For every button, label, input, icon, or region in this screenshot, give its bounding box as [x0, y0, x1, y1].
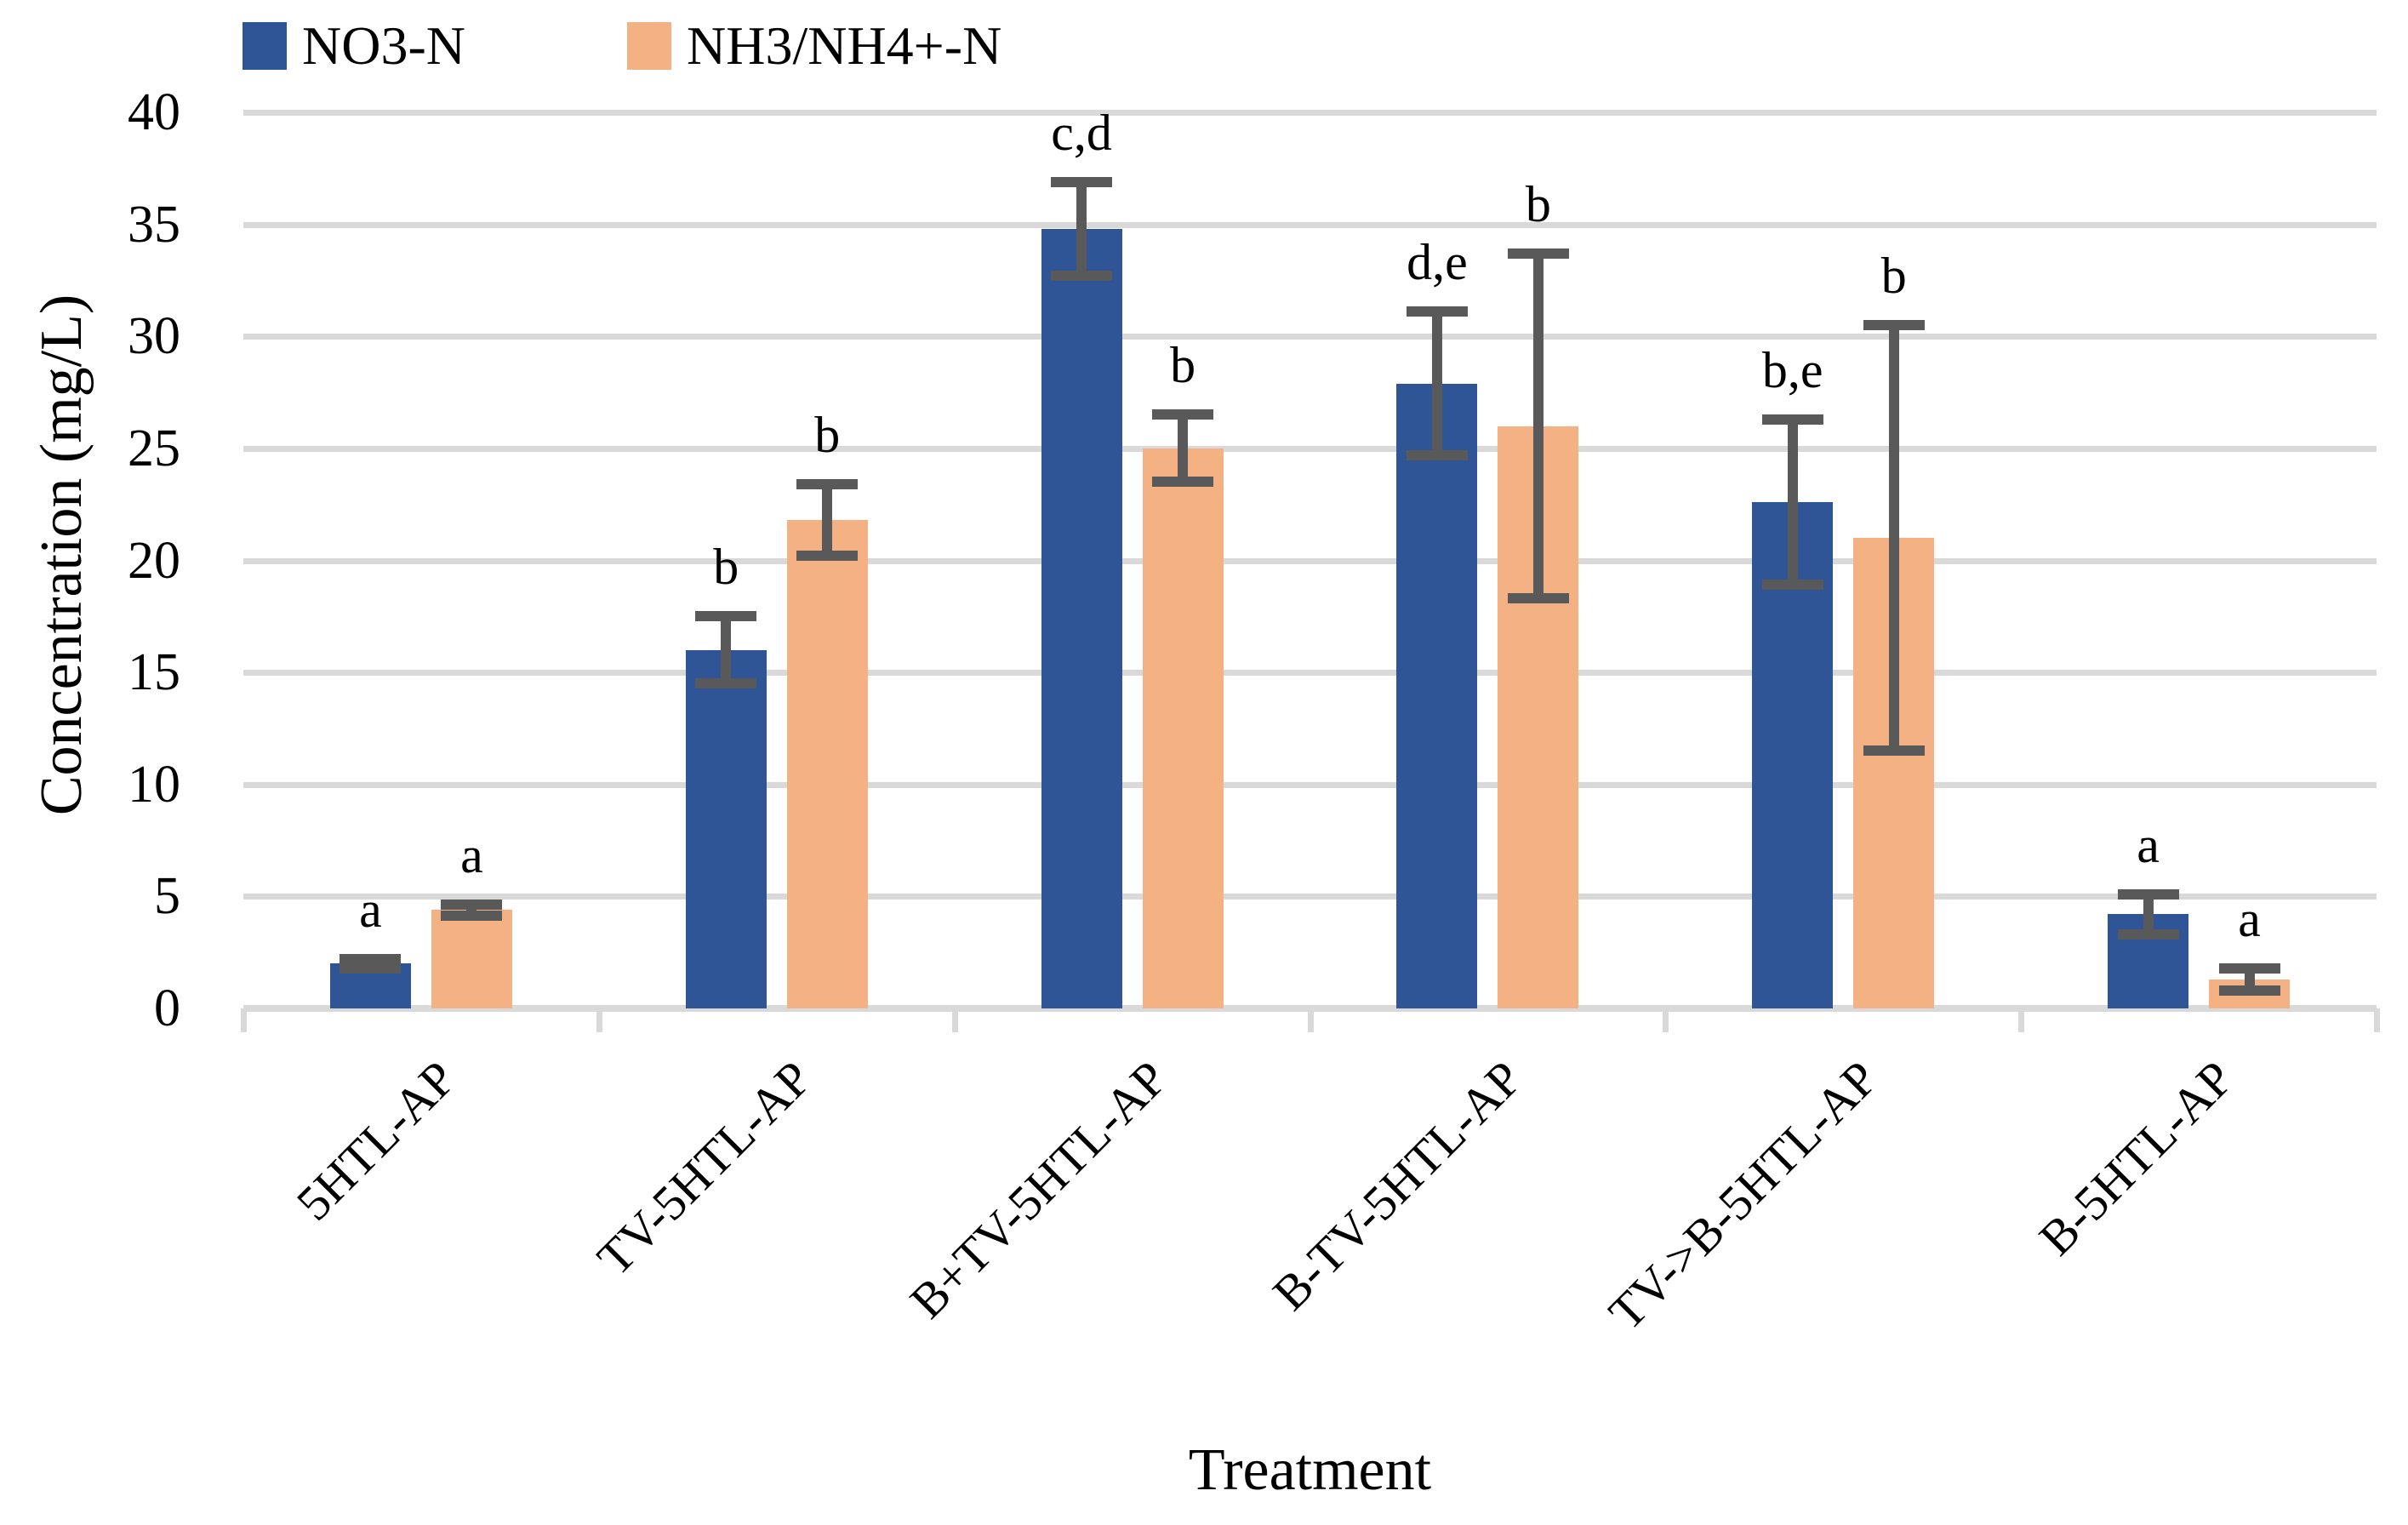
significance-label: a [359, 882, 382, 939]
y-tick-label: 30 [128, 307, 180, 366]
axis-tick [1663, 1008, 1669, 1032]
x-category-label: B-TV-5HTL-AP [1262, 1050, 1533, 1322]
gridline [243, 670, 2377, 677]
error-bar-cap [2218, 962, 2280, 974]
significance-label: b [713, 539, 739, 596]
gridline [243, 781, 2377, 788]
y-tick-label: 0 [154, 980, 180, 1037]
legend-item-nh3nh4n: NH3/NH4+-N [627, 19, 1001, 73]
error-bar [1076, 181, 1087, 277]
significance-label: b [1880, 248, 1907, 305]
x-category-label: TV-5HTL-AP [586, 1050, 822, 1287]
significance-label: b,e [1761, 341, 1823, 398]
bar [1041, 228, 1122, 1008]
error-bar [822, 483, 833, 557]
error-bar-cap [1051, 176, 1113, 187]
x-category-label: TV->B-5HTL-AP [1598, 1050, 1889, 1341]
gridline [243, 221, 2377, 228]
error-bar-cap [1051, 271, 1113, 282]
error-bar [1787, 419, 1798, 585]
error-bar-cap [340, 954, 402, 965]
error-bar-cap [2117, 929, 2179, 940]
y-tick-label: 25 [128, 419, 180, 477]
error-bar-cap [796, 551, 859, 562]
bar [1142, 448, 1224, 1008]
axis-tick [596, 1008, 602, 1032]
y-tick-label: 10 [128, 755, 180, 814]
y-tick-label: 5 [154, 867, 180, 926]
y-tick-label: 20 [128, 531, 180, 590]
error-bar-cap [695, 611, 757, 622]
significance-label: d,e [1407, 234, 1468, 291]
error-bar-cap [1406, 449, 1468, 460]
y-tick-label: 15 [128, 643, 180, 702]
error-bar-cap [1761, 414, 1823, 425]
significance-label: c,d [1051, 104, 1112, 161]
bar [786, 520, 868, 1008]
axis-tick [1307, 1008, 1314, 1032]
y-tick-label: 35 [128, 195, 180, 254]
legend-swatch-no3n [243, 22, 287, 70]
gridline [243, 110, 2377, 116]
significance-label: a [460, 826, 483, 883]
legend-item-no3n: NO3-N [243, 19, 465, 73]
error-bar-cap [1507, 593, 1569, 604]
legend-swatch-nh3nh4n [627, 22, 671, 70]
significance-label: b [1170, 337, 1196, 394]
error-bar [1178, 414, 1189, 483]
axis-tick [2018, 1008, 2025, 1032]
error-bar [1431, 311, 1442, 455]
error-bar-cap [340, 962, 402, 974]
error-bar [2244, 968, 2255, 991]
error-bar [1532, 253, 1544, 599]
error-bar [721, 616, 732, 684]
error-bar-cap [441, 899, 503, 910]
significance-label: a [2137, 816, 2160, 873]
x-category-label: B+TV-5HTL-AP [899, 1050, 1178, 1329]
error-bar-cap [1152, 477, 1214, 488]
error-bar-cap [1152, 409, 1214, 420]
bar [685, 649, 767, 1008]
significance-label: a [2238, 890, 2261, 947]
gridline [243, 445, 2377, 452]
error-bar-cap [1761, 580, 1823, 591]
axis-tick [2374, 1008, 2380, 1032]
error-bar-cap [2218, 985, 2280, 996]
gridline [243, 557, 2377, 564]
error-bar-cap [796, 478, 859, 489]
error-bar-cap [1507, 248, 1569, 259]
error-bar-cap [1863, 745, 1925, 757]
error-bar-cap [1863, 320, 1925, 331]
x-axis-title: Treatment [1188, 1437, 1432, 1503]
axis-tick [241, 1008, 247, 1032]
error-bar-cap [695, 678, 757, 689]
y-tick-label: 40 [128, 83, 180, 141]
gridline [243, 334, 2377, 340]
x-category-label: B-5HTL-AP [2028, 1050, 2245, 1266]
axis-tick [951, 1008, 958, 1032]
x-category-label: 5HTL-AP [285, 1050, 467, 1231]
gridline [243, 894, 2377, 900]
bar [1396, 383, 1478, 1008]
legend-label-nh3nh4n: NH3/NH4+-N [687, 15, 1002, 76]
bar [431, 910, 512, 1008]
error-bar-cap [2117, 888, 2179, 900]
legend-label-no3n: NO3-N [302, 15, 465, 76]
error-bar-cap [1406, 306, 1468, 317]
significance-label: b [814, 406, 841, 463]
error-bar [1888, 325, 1899, 751]
error-bar-cap [441, 910, 503, 921]
error-bar [2143, 894, 2154, 935]
significance-label: b [1525, 175, 1551, 232]
